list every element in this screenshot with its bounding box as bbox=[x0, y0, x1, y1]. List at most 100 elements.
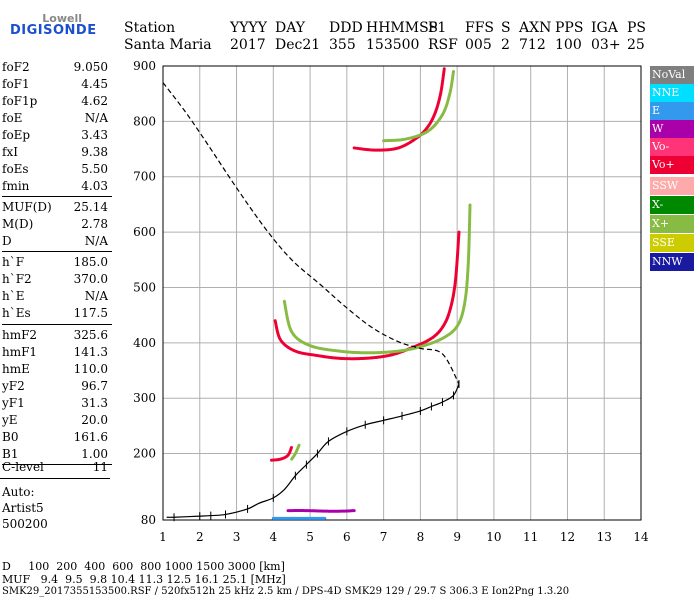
scaled-parameters-panel: foF2 9.050 foF1 4.45 foF1p 4.62 foE N/A foEp… bbox=[2, 60, 112, 480]
hdr-value-pps: 100 bbox=[555, 37, 582, 53]
param-name: fxI bbox=[2, 145, 18, 159]
echo-trace-xplus bbox=[290, 443, 301, 461]
param-value: 31.3 bbox=[81, 396, 108, 410]
legend-item-x-minus: X- bbox=[650, 196, 694, 214]
hdr-value-hhmmss: 153500 bbox=[366, 37, 420, 53]
param-row: B1 1.00 bbox=[2, 447, 110, 463]
topside-profile-line bbox=[162, 82, 460, 385]
brand-line1: Lowell bbox=[42, 12, 82, 25]
hdr-value-s: 2 bbox=[501, 37, 510, 53]
param-value: N/A bbox=[84, 289, 108, 303]
divider bbox=[2, 251, 112, 252]
param-row: MUF(D) 25.14 bbox=[2, 200, 110, 216]
y-tick-label: 700 bbox=[133, 170, 156, 184]
param-row: h`E N/A bbox=[2, 289, 110, 305]
param-row: foEp 3.43 bbox=[2, 128, 110, 144]
hdr-value-ffs: 005 bbox=[465, 37, 492, 53]
hdr-label-ddd: DDD bbox=[329, 20, 363, 36]
param-row: yF1 31.3 bbox=[2, 396, 110, 412]
brand-line2: DIGISONDE bbox=[10, 23, 97, 38]
y-tick-label: 500 bbox=[133, 280, 156, 294]
param-row: foEs 5.50 bbox=[2, 162, 110, 178]
param-row: foE N/A bbox=[2, 111, 110, 127]
param-name: hmF1 bbox=[2, 345, 38, 359]
param-value: 161.6 bbox=[73, 430, 108, 444]
param-row: hmF2 325.6 bbox=[2, 328, 110, 344]
plot-frame bbox=[162, 65, 642, 521]
param-row: D N/A bbox=[2, 234, 110, 250]
hdr-value-day: Dec21 bbox=[275, 37, 321, 53]
x-tick-label: 14 bbox=[633, 530, 649, 544]
param-value: 9.38 bbox=[81, 145, 108, 159]
auto-label: Auto: bbox=[2, 485, 35, 499]
param-value: 117.5 bbox=[73, 306, 108, 320]
param-value: 325.6 bbox=[73, 328, 108, 342]
hdr-value-ps: 25 bbox=[627, 37, 645, 53]
x-tick-label: 4 bbox=[269, 530, 277, 544]
param-value: 96.7 bbox=[81, 379, 108, 393]
hdr-value-iga: 03+ bbox=[591, 37, 621, 53]
auto-artist: Artist5 bbox=[2, 501, 44, 515]
x-tick-label: 12 bbox=[560, 530, 575, 544]
echo-trace-xplus bbox=[282, 202, 472, 355]
param-name: MUF(D) bbox=[2, 200, 52, 214]
param-value: 20.0 bbox=[81, 413, 108, 427]
echo-trace-voplus bbox=[273, 230, 461, 361]
hdr-value-p1: RSF bbox=[428, 37, 458, 53]
divider bbox=[2, 324, 112, 325]
bottomside-profile-line bbox=[166, 383, 460, 518]
param-row: hmE 110.0 bbox=[2, 362, 110, 378]
y-tick-label: 80 bbox=[141, 513, 156, 527]
hdr-value-axn: 712 bbox=[519, 37, 546, 53]
param-value: 5.50 bbox=[81, 162, 108, 176]
param-name: h`Es bbox=[2, 306, 31, 320]
x-tick-label: 2 bbox=[196, 530, 204, 544]
param-name: hmE bbox=[2, 362, 30, 376]
hdr-label-hhmmss: HHMMSS bbox=[366, 20, 439, 36]
echo-trace-w bbox=[286, 509, 356, 513]
x-tick-label: 5 bbox=[306, 530, 314, 544]
y-tick-label: 400 bbox=[133, 336, 156, 350]
param-value: 370.0 bbox=[73, 272, 108, 286]
legend-item-sse: SSE bbox=[650, 234, 694, 252]
param-value: 3.43 bbox=[81, 128, 108, 142]
param-value: 4.03 bbox=[81, 179, 108, 193]
y-tick-label: 300 bbox=[133, 391, 156, 405]
x-tick-label: 6 bbox=[343, 530, 351, 544]
hdr-value-station: Santa Maria bbox=[124, 37, 212, 53]
x-tick-label: 9 bbox=[453, 530, 461, 544]
hdr-label-day: DAY bbox=[275, 20, 306, 36]
hdr-label-iga: IGA bbox=[591, 20, 618, 36]
param-value: 2.78 bbox=[81, 217, 108, 231]
divider bbox=[2, 196, 112, 197]
param-name: foF2 bbox=[2, 60, 30, 74]
param-name: foEp bbox=[2, 128, 31, 142]
param-row: fxI 9.38 bbox=[2, 145, 110, 161]
param-name: B0 bbox=[2, 430, 19, 444]
hdr-label-axn: AXN bbox=[519, 20, 552, 36]
param-name: fmin bbox=[2, 179, 30, 193]
param-row: foF1 4.45 bbox=[2, 77, 110, 93]
digisonde-logo: Lowell DIGISONDE bbox=[10, 12, 96, 38]
hdr-label-ffs: FFS bbox=[465, 20, 495, 36]
param-row: B0 161.6 bbox=[2, 430, 110, 446]
param-name: D bbox=[2, 234, 12, 248]
file-footer: SMK29_2017355153500.RSF / 520fx512h 25 k… bbox=[2, 586, 570, 597]
param-row: C-level 11 bbox=[2, 460, 110, 476]
param-row: fmin 4.03 bbox=[2, 179, 110, 195]
param-name: h`F2 bbox=[2, 272, 32, 286]
hdr-value-ddd: 355 bbox=[329, 37, 356, 53]
echo-trace-voplus bbox=[352, 67, 446, 152]
legend-item-ssw: SSW bbox=[650, 177, 694, 195]
x-tick-label: 10 bbox=[486, 530, 501, 544]
param-row: foF2 9.050 bbox=[2, 60, 110, 76]
param-value: 9.050 bbox=[73, 60, 108, 74]
y-tick-label: 600 bbox=[133, 225, 156, 239]
param-row: yF2 96.7 bbox=[2, 379, 110, 395]
param-value: N/A bbox=[84, 111, 108, 125]
param-row: foF1p 4.62 bbox=[2, 94, 110, 110]
param-name: M(D) bbox=[2, 217, 34, 231]
legend-item-x-plus: X+ bbox=[650, 215, 694, 233]
distance-row: D 100 200 400 600 800 1000 1500 3000 [km… bbox=[2, 560, 285, 573]
